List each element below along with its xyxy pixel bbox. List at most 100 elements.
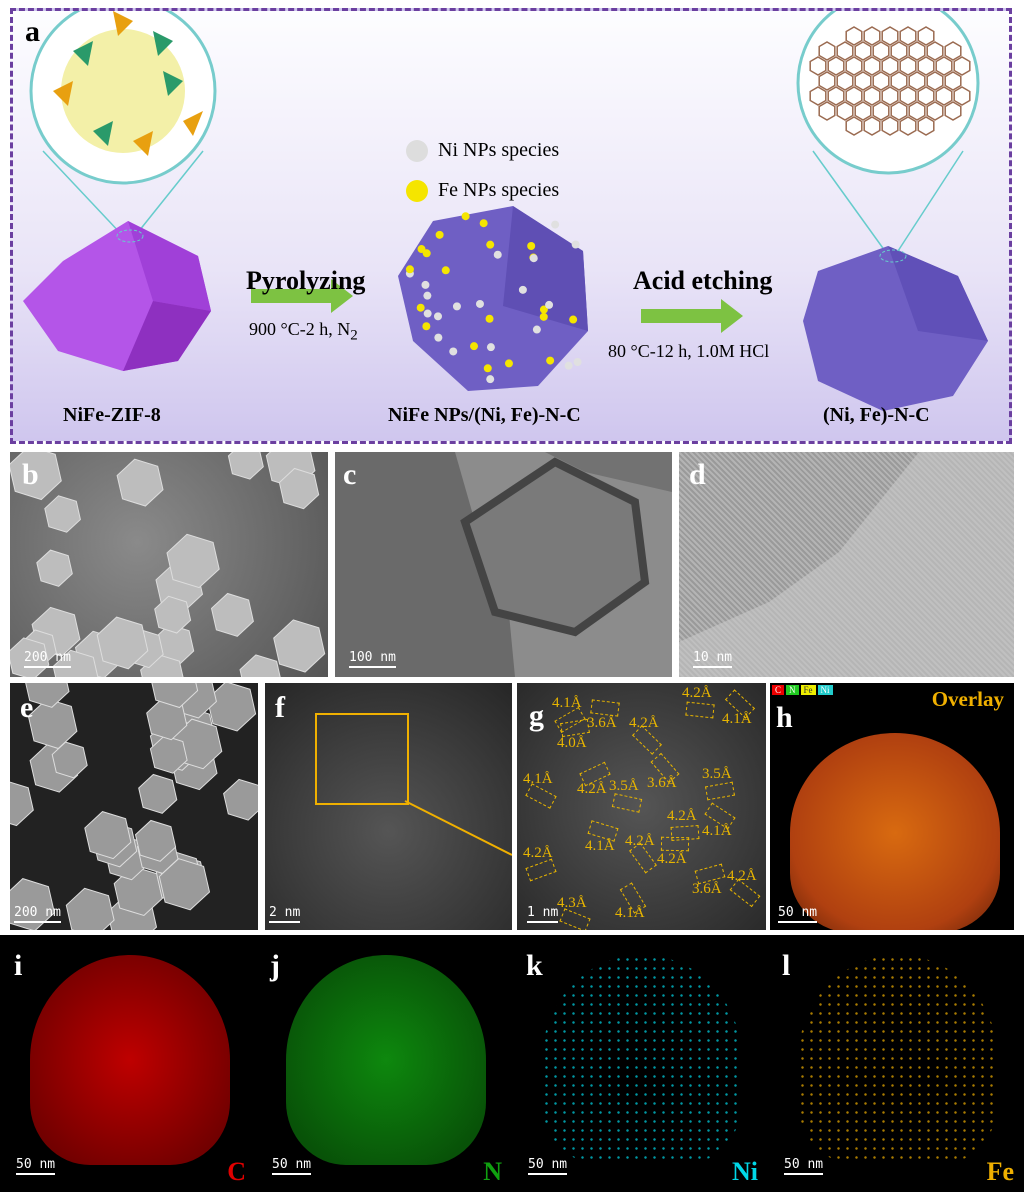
crystal-particle <box>45 496 81 532</box>
element-distribution <box>542 955 742 1165</box>
nanoparticle <box>551 221 559 229</box>
nanoparticle <box>533 326 541 334</box>
haadf-image-e: e 200 nm <box>10 683 258 930</box>
element-label: N <box>483 1157 502 1187</box>
crystal-particle <box>10 781 33 826</box>
crystal-particle <box>207 683 255 731</box>
chip-c: C <box>772 685 784 695</box>
panel-label-e: e <box>20 691 33 725</box>
overlay-title: Overlay <box>932 687 1004 712</box>
panel-label-b: b <box>22 458 39 492</box>
scale-bar: 100 nm <box>349 650 396 665</box>
panel-label-g: g <box>529 699 544 733</box>
step1-condition-text: 900 °C-2 h, N <box>249 319 350 339</box>
nanoparticle <box>476 300 484 308</box>
panel-label-j: j <box>270 949 280 983</box>
scale-bar: 50 nm <box>16 1157 55 1172</box>
nanoparticle <box>436 231 444 239</box>
lattice-spacing-label: 4.0Å <box>557 735 587 752</box>
nanoparticle <box>406 265 414 273</box>
step2-condition: 80 °C-12 h, 1.0M HCl <box>608 341 769 362</box>
nanoparticle <box>449 347 457 355</box>
nanoparticle <box>494 251 502 259</box>
hrtem-image-d: d 10 nm <box>679 452 1014 677</box>
nanoparticle <box>423 292 431 300</box>
fe-nps-marker <box>406 180 428 202</box>
nanoparticle <box>484 364 492 372</box>
crystal-particle <box>212 594 254 637</box>
lattice-spacing-label: 3.5Å <box>609 778 639 795</box>
step1-title: Pyrolyzing <box>246 266 365 296</box>
eds-overlay-h: C N Fe Ni h Overlay 50 nm <box>770 683 1014 930</box>
step2-title: Acid etching <box>633 266 772 296</box>
scale-bar: 10 nm <box>693 650 732 665</box>
lattice-box <box>661 837 689 851</box>
nanoparticle <box>565 362 573 370</box>
panel-label-l: l <box>782 949 790 983</box>
nanoparticle <box>545 301 553 309</box>
element-label: C <box>227 1157 246 1187</box>
chip-fe: Fe <box>801 685 816 695</box>
scale-bar: 2 nm <box>269 905 300 920</box>
element-distribution <box>798 955 998 1165</box>
nanoparticle <box>434 312 442 320</box>
element-distribution <box>286 955 486 1165</box>
nanoparticle <box>462 212 470 220</box>
material-label: NiFe-ZIF-8 <box>63 404 161 427</box>
crystal-particle <box>66 888 114 930</box>
nanoparticle <box>487 343 495 351</box>
nanoparticle <box>546 357 554 365</box>
element-label: Ni <box>732 1157 758 1187</box>
lattice-box <box>685 702 714 719</box>
eds-map-i: i C 50 nm <box>0 935 256 1192</box>
schematic-panel-a: a Ni NPs species Fe NPs species Pyrolyzi… <box>10 8 1012 444</box>
crystal-particle <box>117 459 163 506</box>
lattice-box <box>525 859 556 882</box>
tem-image-c: c 100 nm <box>335 452 672 677</box>
legend-fe: Fe NPs species <box>438 179 559 202</box>
nanoparticle <box>519 286 527 294</box>
haadf-image-g: g 1 nm 4.1Å 3.6Å 4.2Å 4.0Å 4.1Å 4.2Å 3.5Å 3.6Å 4… <box>517 683 766 930</box>
nanoparticle <box>574 358 582 366</box>
legend-ni: Ni NPs species <box>438 139 559 162</box>
eds-map-j: j N 50 nm <box>256 935 512 1192</box>
material-label: NiFe NPs/(Ni, Fe)-N-C <box>388 404 581 427</box>
nanoparticle <box>453 302 461 310</box>
crystal-particle <box>37 550 73 586</box>
graphene-single-atom-icon <box>798 11 978 173</box>
synthesis-schematic <box>13 11 1009 441</box>
sem-image-b: b 200 nm <box>10 452 328 677</box>
nanoparticle <box>505 359 513 367</box>
nanoparticle <box>442 266 450 274</box>
haadf-image-f: f 2 nm <box>265 683 512 930</box>
lattice-spacing-label: 4.3Å <box>557 895 587 912</box>
step1-condition-sub: 2 <box>350 328 358 344</box>
ni-nps-marker <box>406 140 428 162</box>
lattice-spacing-label: 4.2Å <box>577 781 607 798</box>
material-label: (Ni, Fe)-N-C <box>823 404 930 427</box>
panel-label-k: k <box>526 949 543 983</box>
nanoparticle <box>540 313 548 321</box>
nanoparticle <box>417 304 425 312</box>
lattice-spacing-label: 4.2Å <box>682 685 712 702</box>
eds-map-k: k Ni 50 nm <box>512 935 768 1192</box>
nanoparticle <box>424 310 432 318</box>
lattice-spacing-label: 4.2Å <box>657 851 687 868</box>
nanoparticle <box>422 322 430 330</box>
panel-label-c: c <box>343 458 356 492</box>
crystal-particle <box>139 775 177 814</box>
crystal-particle <box>240 655 281 677</box>
lattice-spacing-label: 4.2Å <box>667 808 697 825</box>
nanoparticle <box>569 316 577 324</box>
nanoparticle <box>486 375 494 383</box>
arrow-icon <box>641 299 743 333</box>
nanoparticle <box>421 281 429 289</box>
element-distribution <box>30 955 230 1165</box>
scale-bar: 1 nm <box>527 905 558 920</box>
nanoparticle <box>434 334 442 342</box>
element-chips: C N Fe Ni <box>772 685 833 695</box>
overlay-particle <box>790 733 1000 930</box>
nanoparticle <box>572 240 580 248</box>
lattice-box <box>612 793 642 813</box>
nanoparticle <box>486 241 494 249</box>
